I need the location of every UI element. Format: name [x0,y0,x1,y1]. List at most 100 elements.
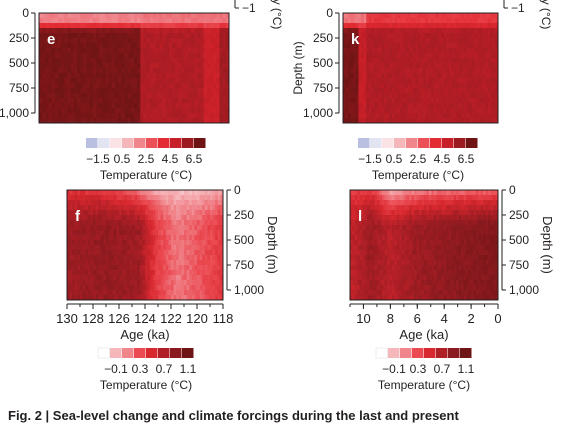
colorbar-e [86,138,206,148]
x-axis-title-l: Age (ka) [399,327,448,342]
colorbar-swatch [412,348,424,358]
x-tick-label: 0 [494,311,501,326]
x-tick-label: 128 [82,311,104,326]
x-tick-label: 124 [134,311,156,326]
colorbar-swatch [388,348,400,358]
colorbar-swatch [394,138,406,148]
colorbar-swatch [418,138,430,148]
colorbar-tick-label: 0.3 [132,362,149,376]
colorbar-tick-label: −0.1 [104,362,128,376]
colorbar-swatch [110,138,122,148]
y-tick-label: 1,000 [509,283,539,297]
colorbar-swatch [370,138,382,148]
colorbar-swatch [122,138,134,148]
y-tick-label: 0 [22,6,29,20]
colorbar-swatch [146,348,158,358]
y-tick-label: 750 [509,258,529,272]
colorbar-tick-label: 6.5 [458,152,475,166]
panel-l [350,190,506,309]
side-axis-title: y (°C) [539,0,553,29]
x-tick-label: 120 [186,311,208,326]
colorbar-tick-label: 2.5 [138,152,155,166]
colorbar-tick-label: 2.5 [410,152,427,166]
y-tick-label: 250 [9,31,29,45]
x-tick-label: 2 [467,311,474,326]
colorbar-swatch [98,348,110,358]
colorbar-tick-label: 0.5 [386,152,403,166]
y-tick-label: 750 [234,258,254,272]
y-tick-label: 500 [9,56,29,70]
colorbar-tick-label: 4.5 [434,152,451,166]
y-tick-label: 500 [313,56,333,70]
y-axis-title-l: Depth (m) [540,216,555,274]
colorbar-swatch [182,348,194,358]
colorbar-swatch [134,138,146,148]
colorbar-swatch [448,348,460,358]
x-tick-label: 4 [441,311,448,326]
colorbar-tick-label: −0.1 [382,362,406,376]
panel-k [335,0,508,123]
colorbar-swatch [158,138,170,148]
colorbar-swatch [182,138,194,148]
colorbar-tick-label: 1.1 [180,362,197,376]
panel-f [67,190,231,309]
colorbar-swatch [158,348,170,358]
colorbar-tick-label: 4.5 [162,152,179,166]
x-tick-label: 8 [387,311,394,326]
colorbar-swatch [442,138,454,148]
colorbar-swatch [358,138,370,148]
panel-e [31,0,239,123]
panel-letter-l: l [358,208,362,225]
side-axis-tick-label: −1 [242,1,256,15]
y-tick-label: 500 [509,233,529,247]
colorbar-title: Temperature (°C) [100,378,192,392]
colorbar-swatch [382,138,394,148]
colorbar-tick-label: −1.5 [358,152,382,166]
colorbar-tick-label: 0.3 [410,362,427,376]
colorbar-swatch [86,138,98,148]
colorbar-tick-label: 0.7 [434,362,451,376]
y-tick-label: 1,000 [234,283,264,297]
x-tick-label: 122 [160,311,182,326]
colorbar-swatch [134,348,146,358]
colorbar-k [358,138,478,148]
y-tick-label: 1,000 [0,106,29,120]
x-tick-label: 126 [108,311,130,326]
side-axis-tick-label: −1 [511,1,525,15]
colorbar-swatch [406,138,418,148]
x-tick-label: 118 [213,311,234,326]
y-tick-label: 750 [9,81,29,95]
y-tick-label: 1,000 [303,106,333,120]
y-tick-label: 0 [234,183,241,197]
colorbar-swatch [170,348,182,358]
y-tick-label: 0 [509,183,516,197]
colorbar-swatch [146,138,158,148]
colorbar-tick-label: 6.5 [186,152,203,166]
y-tick-label: 750 [313,81,333,95]
colorbar-swatch [424,348,436,358]
colorbar-tick-label: 0.7 [156,362,173,376]
y-tick-label: 250 [509,208,529,222]
colorbar-title: Temperature (°C) [372,168,464,182]
colorbar-swatch [436,348,448,358]
colorbar-swatch [454,138,466,148]
x-axis-title-f: Age (ka) [120,327,169,342]
colorbar-swatch [400,348,412,358]
colorbar-tick-label: −1.5 [86,152,110,166]
colorbar-swatch [98,138,110,148]
x-tick-label: 130 [56,311,78,326]
x-tick-label: 10 [356,311,370,326]
colorbar-swatch [122,348,134,358]
side-axis-title: y (°C) [270,0,284,29]
colorbar-swatch [460,348,472,358]
colorbar-swatch [194,138,206,148]
colorbar-title: Temperature (°C) [378,378,470,392]
colorbar-l [376,348,472,358]
colorbar-swatch [466,138,478,148]
colorbar-tick-label: 0.5 [114,152,131,166]
y-axis-title-k: Depth (m) [291,41,305,94]
colorbar-title: Temperature (°C) [100,168,192,182]
y-axis-title-f: Depth (m) [265,216,280,274]
colorbar-swatch [430,138,442,148]
